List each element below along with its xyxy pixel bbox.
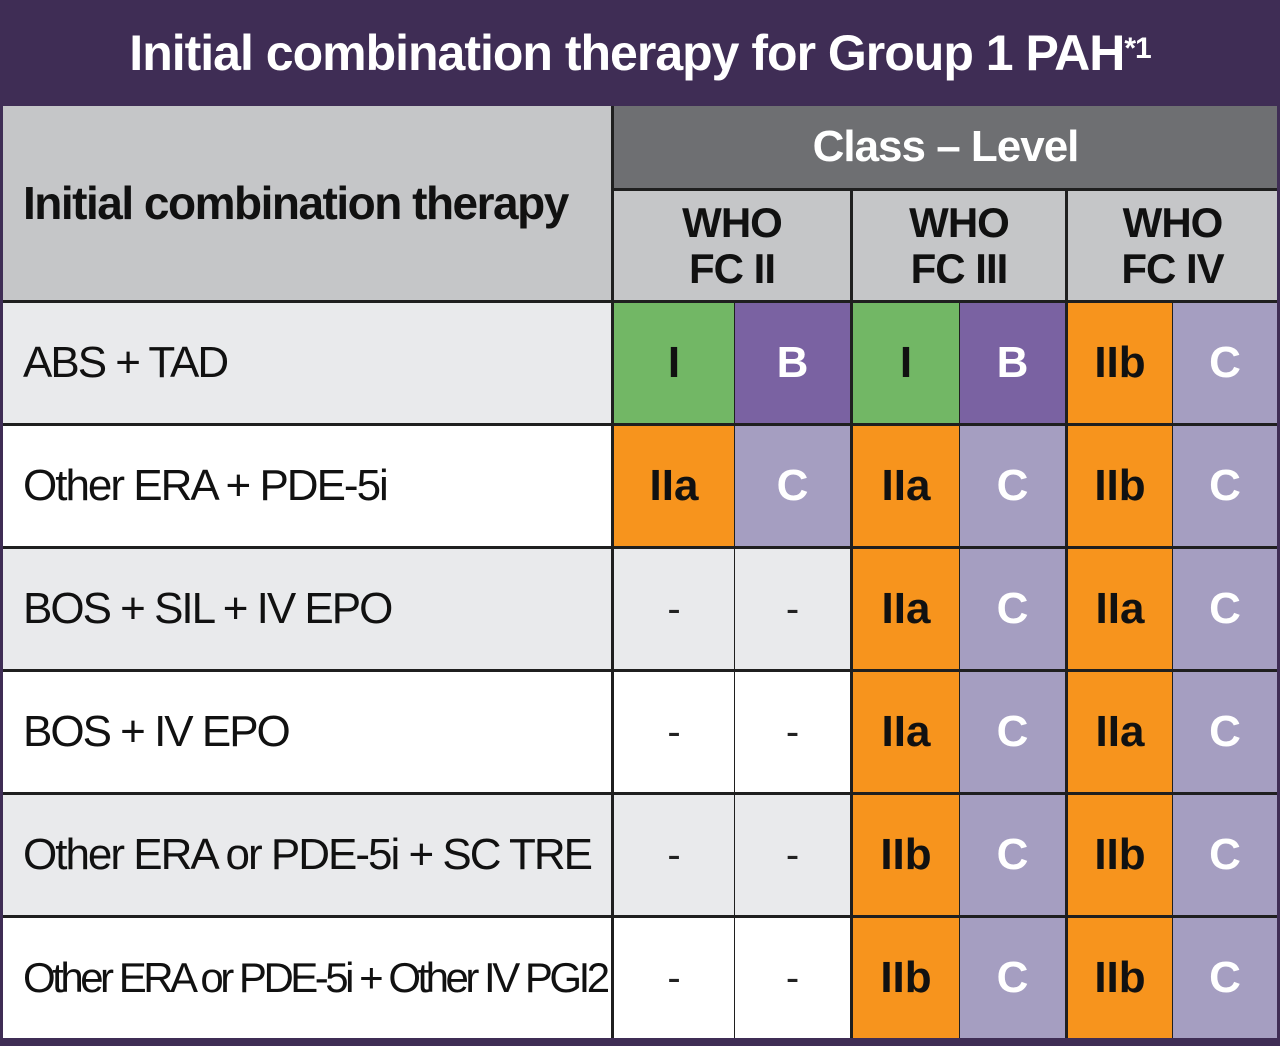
empty-cell: -	[614, 672, 734, 792]
level-cell: B	[735, 303, 850, 423]
fc-iii-header: WHO FC III	[853, 191, 1065, 300]
level-cell: C	[1173, 549, 1277, 669]
title-text: Initial combination therapy for Group 1 …	[129, 25, 1125, 81]
level-cell: C	[735, 426, 850, 546]
fc-iv-line2: FC IV	[1121, 244, 1224, 292]
level-cell: C	[1173, 303, 1277, 423]
empty-cell: -	[735, 549, 850, 669]
class-cell: IIb	[1068, 303, 1172, 423]
level-cell: C	[960, 549, 1065, 669]
level-cell: C	[960, 795, 1065, 915]
level-cell: C	[1173, 672, 1277, 792]
therapy-column-header-text: Initial combination therapy	[23, 177, 569, 229]
class-cell: IIa	[1068, 672, 1172, 792]
recommendation-table: Initial combination therapy Class – Leve…	[3, 106, 1277, 1038]
title-superscript: *1	[1124, 32, 1151, 65]
level-cell: C	[960, 918, 1065, 1038]
fc-iv-line1: WHO	[1122, 198, 1224, 246]
level-cell: C	[1173, 426, 1277, 546]
class-cell: IIb	[1068, 426, 1172, 546]
empty-cell: -	[735, 918, 850, 1038]
therapy-column-header: Initial combination therapy	[3, 106, 611, 300]
class-cell: IIa	[1068, 549, 1172, 669]
level-cell: C	[960, 672, 1065, 792]
therapy-label: ABS + TAD	[3, 303, 611, 423]
class-cell: IIb	[853, 795, 959, 915]
empty-cell: -	[614, 549, 734, 669]
class-cell: IIa	[853, 426, 959, 546]
therapy-label: Other ERA or PDE-5i + SC TRE	[3, 795, 611, 915]
empty-cell: -	[614, 918, 734, 1038]
level-cell: B	[960, 303, 1065, 423]
therapy-label: BOS + SIL + IV EPO	[3, 549, 611, 669]
fc-ii-header: WHO FC II	[614, 191, 850, 300]
class-cell: IIb	[1068, 918, 1172, 1038]
class-cell: IIb	[1068, 795, 1172, 915]
class-cell: IIa	[614, 426, 734, 546]
empty-cell: -	[735, 672, 850, 792]
therapy-label: BOS + IV EPO	[3, 672, 611, 792]
therapy-label: Other ERA or PDE-5i + Other IV PGI2	[3, 918, 611, 1038]
fc-iii-line2: FC III	[910, 244, 1009, 292]
figure-title: Initial combination therapy for Group 1 …	[0, 0, 1280, 106]
fc-iii-line1: WHO	[909, 198, 1010, 246]
therapy-label: Other ERA + PDE-5i	[3, 426, 611, 546]
class-cell: IIa	[853, 672, 959, 792]
class-level-header-text: Class – Level	[812, 122, 1080, 171]
level-cell: C	[1173, 918, 1277, 1038]
empty-cell: -	[735, 795, 850, 915]
class-level-header: Class – Level	[614, 106, 1277, 188]
class-cell: IIb	[853, 918, 959, 1038]
fc-iv-header: WHO FC IV	[1068, 191, 1277, 300]
class-cell: IIa	[853, 549, 959, 669]
class-cell: I	[614, 303, 734, 423]
fc-ii-line1: WHO	[682, 198, 783, 246]
empty-cell: -	[614, 795, 734, 915]
level-cell: C	[960, 426, 1065, 546]
fc-ii-line2: FC II	[689, 244, 776, 292]
level-cell: C	[1173, 795, 1277, 915]
class-cell: I	[853, 303, 959, 423]
